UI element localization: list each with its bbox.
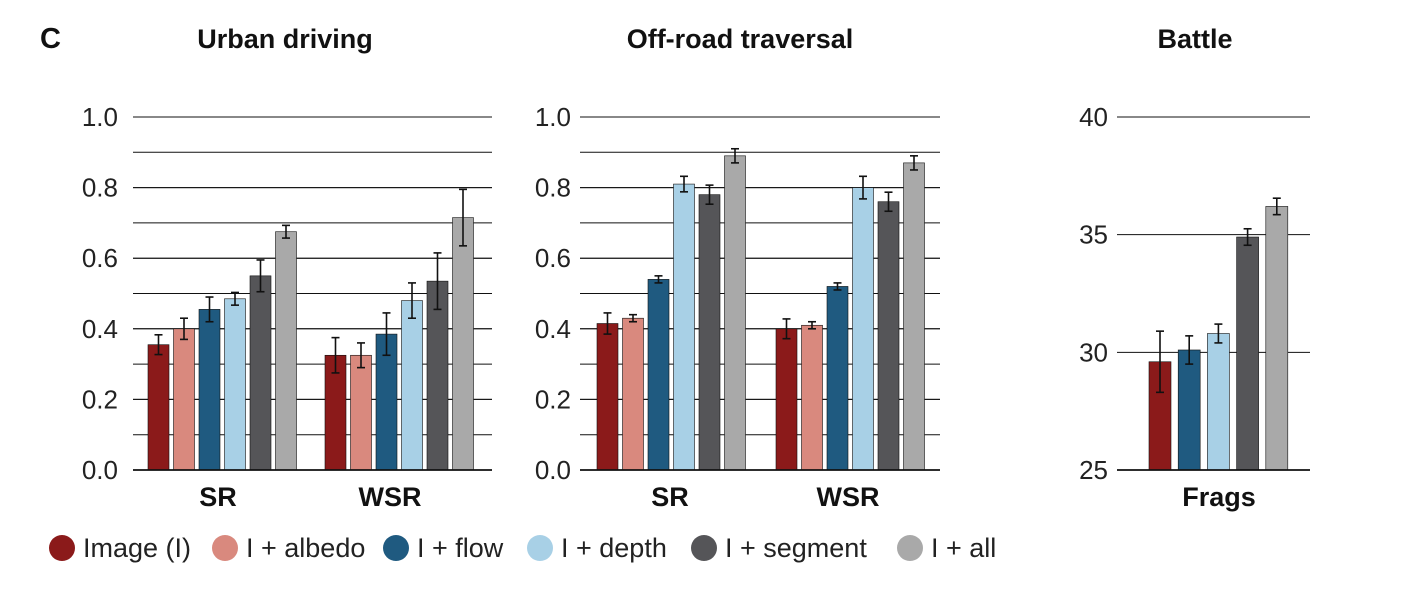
- legend-item: Image (I): [49, 533, 191, 563]
- legend-swatch: [897, 535, 923, 561]
- bar: [596, 323, 619, 471]
- legend-swatch: [527, 535, 553, 561]
- category-label: WSR: [817, 482, 880, 512]
- bar: [1207, 333, 1230, 471]
- bar: [852, 187, 874, 471]
- bar: [724, 155, 746, 471]
- bar: [1265, 206, 1289, 471]
- y-tick-label: 0.6: [535, 243, 571, 273]
- chart-title: Urban driving: [197, 24, 373, 54]
- bar: [877, 201, 900, 471]
- category-label: Frags: [1182, 482, 1256, 512]
- y-tick-label: 25: [1079, 455, 1108, 485]
- y-tick-label: 40: [1079, 102, 1108, 132]
- chart-panel: Off-road traversal 0.0 0.2 0.4 0.6 0.8 1.0 SR WS…: [535, 24, 940, 512]
- y-tick-label: 0.6: [82, 243, 118, 273]
- legend-label: I + depth: [561, 533, 667, 563]
- bar: [698, 194, 721, 471]
- bar: [673, 183, 695, 471]
- bar: [147, 344, 170, 471]
- bar: [647, 279, 670, 471]
- bar: [1177, 349, 1201, 471]
- legend-item: I + all: [897, 533, 996, 563]
- y-tick-label: 0.4: [535, 314, 571, 344]
- chart-title: Off-road traversal: [627, 24, 854, 54]
- bar: [275, 231, 297, 471]
- chart-panel: Urban driving 0.0 0.2 0.4 0.6 0.8 1.0 SR WSR: [82, 24, 492, 512]
- y-tick-label: 0.2: [82, 384, 118, 414]
- legend-swatch: [691, 535, 717, 561]
- legend-item: I + flow: [383, 533, 504, 563]
- legend-label: I + flow: [417, 533, 504, 563]
- bar: [198, 309, 221, 471]
- bar: [401, 300, 423, 471]
- y-tick-label: 0.2: [535, 384, 571, 414]
- category-label: WSR: [359, 482, 422, 512]
- y-tick-label: 0.8: [82, 173, 118, 203]
- legend-swatch: [383, 535, 409, 561]
- bar: [249, 275, 272, 471]
- y-tick-label: 1.0: [535, 102, 571, 132]
- legend-label: I + albedo: [246, 533, 365, 563]
- legend-label: Image (I): [83, 533, 191, 563]
- legend-item: I + albedo: [212, 533, 365, 563]
- category-label: SR: [199, 482, 237, 512]
- y-tick-label: 30: [1079, 337, 1108, 367]
- legend-swatch: [212, 535, 238, 561]
- bar: [173, 328, 195, 471]
- y-tick-label: 0.8: [535, 173, 571, 203]
- legend-item: I + segment: [691, 533, 867, 563]
- bar: [903, 162, 925, 471]
- panel-label: C: [40, 23, 61, 55]
- legend-swatch: [49, 535, 75, 561]
- bar: [1236, 236, 1259, 471]
- chart-panel: Battle 25 30 35 40 Frags: [1079, 24, 1310, 512]
- bar: [826, 286, 849, 471]
- y-tick-label: 35: [1079, 220, 1108, 250]
- legend-item: I + depth: [527, 533, 667, 563]
- bar: [775, 328, 798, 471]
- chart-title: Battle: [1157, 24, 1232, 54]
- y-tick-label: 1.0: [82, 102, 118, 132]
- category-label: SR: [651, 482, 689, 512]
- bar: [622, 317, 644, 471]
- y-tick-label: 0.0: [82, 455, 118, 485]
- legend-label: I + segment: [725, 533, 867, 563]
- bar: [452, 217, 474, 471]
- bar: [224, 298, 246, 471]
- legend-label: I + all: [931, 533, 996, 563]
- y-tick-label: 0.0: [535, 455, 571, 485]
- y-tick-label: 0.4: [82, 314, 118, 344]
- bar: [350, 354, 372, 471]
- bar: [801, 324, 823, 471]
